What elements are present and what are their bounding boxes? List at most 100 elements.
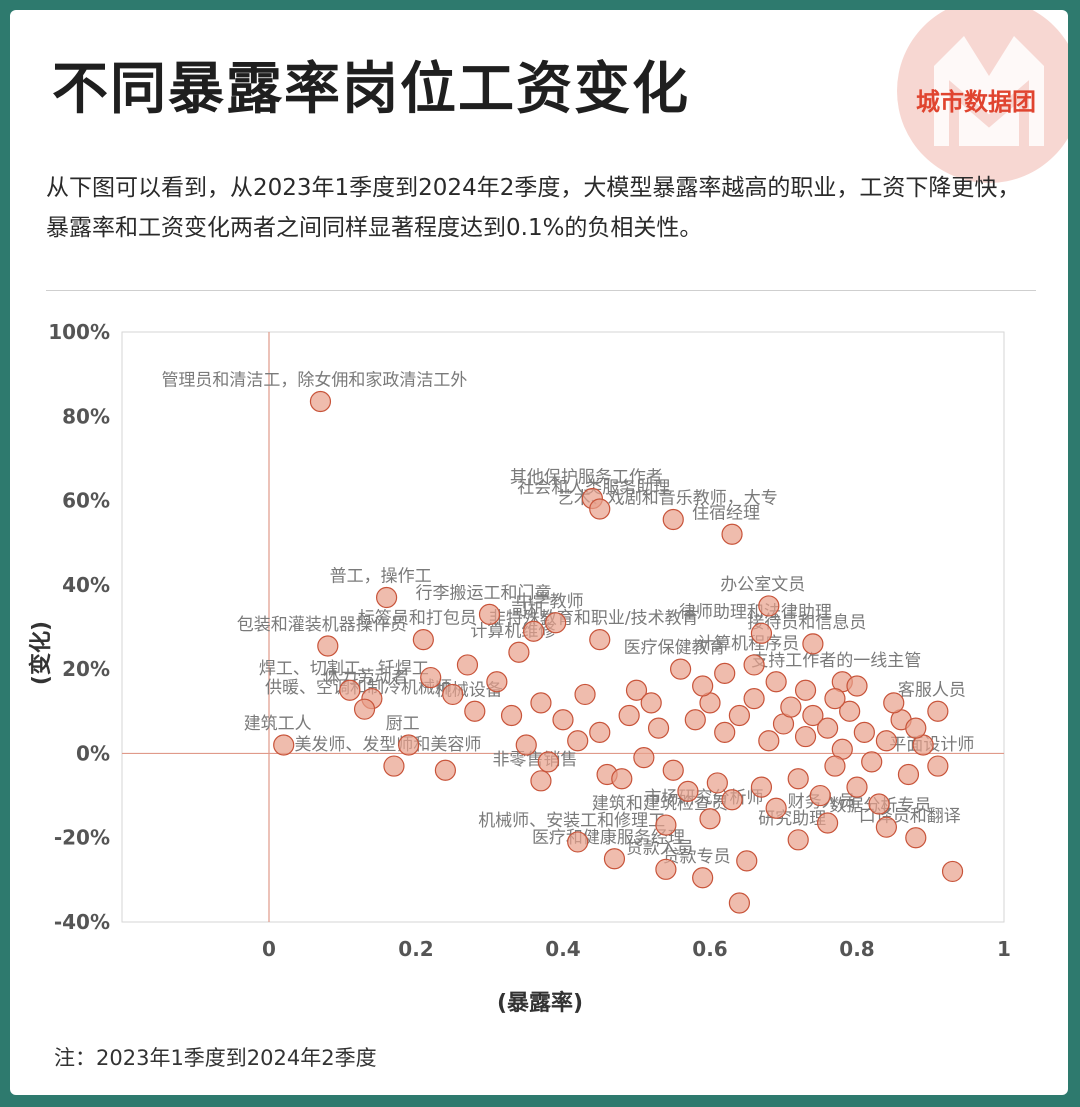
data-point — [442, 683, 464, 706]
y-tick-label: 40% — [62, 573, 110, 597]
point-label: 艺术、戏剧和音乐教师，大专 — [557, 489, 778, 509]
data-point — [376, 586, 398, 609]
data-point — [537, 751, 559, 773]
data-point — [522, 620, 545, 642]
y-tick-label: 100% — [48, 320, 110, 344]
data-point — [486, 671, 508, 693]
brand-logo-icon — [897, 10, 1068, 183]
point-label: 行李搬运工和门童 — [416, 583, 552, 603]
data-point — [809, 784, 831, 807]
data-point — [765, 797, 787, 819]
point-label: 非零售销售 — [492, 750, 577, 770]
axis-ticks: 0 0.2 0.4 0.6 0.8 1 -40% -20% 0% 20% 40% 60% 80% 100% — [48, 320, 1011, 961]
data-point — [868, 793, 890, 815]
data-point — [743, 688, 765, 710]
point-label: 厨工 — [386, 714, 420, 734]
x-tick-label: 0 — [262, 937, 276, 961]
data-point — [846, 776, 868, 798]
data-point — [861, 751, 883, 773]
data-point — [552, 709, 574, 731]
data-point — [640, 692, 662, 714]
data-point — [758, 595, 780, 617]
point-label: 住宿经理 — [692, 503, 760, 523]
data-point — [824, 755, 846, 777]
data-point — [794, 679, 817, 701]
data-point — [905, 827, 927, 849]
data-point — [765, 671, 787, 693]
data-point — [875, 730, 898, 752]
data-point — [508, 641, 530, 663]
point-label: 标签员和打包员 — [358, 609, 477, 629]
data-point — [273, 734, 295, 756]
data-point — [611, 768, 633, 790]
point-label: 办公室文员 — [720, 575, 805, 595]
data-point — [434, 759, 456, 781]
data-point — [927, 755, 949, 777]
data-point — [567, 730, 589, 752]
point-label: 市场研究分析师 — [645, 788, 764, 808]
infographic-card: 不同暴露率岗位工资变化 城市数据团 从下图可以看到，从2023年1季度到2024… — [10, 10, 1068, 1095]
data-point — [787, 768, 809, 790]
data-point — [927, 700, 949, 722]
data-point — [567, 831, 589, 853]
data-point — [721, 789, 743, 811]
data-point — [545, 612, 567, 634]
data-point — [758, 730, 780, 752]
data-point — [589, 629, 611, 651]
point-label: 机械师、安装工和修理工 — [478, 811, 665, 831]
data-point — [669, 658, 692, 680]
point-label: 医疗保健教育 — [624, 638, 726, 658]
y-tick-label: 0% — [76, 741, 110, 765]
data-point — [802, 633, 824, 655]
plot-frame — [121, 331, 1005, 923]
data-point — [500, 704, 523, 727]
data-point — [846, 675, 868, 697]
point-label: 其他保护服务工作者 — [510, 467, 663, 487]
data-point — [515, 734, 537, 756]
point-label: 客服人员 — [898, 680, 966, 700]
point-label: 美发师、发型师和美容师 — [294, 735, 481, 755]
data-point — [897, 763, 920, 786]
divider — [46, 290, 1036, 291]
point-label: 律师助理和法律助理 — [679, 602, 832, 622]
data-point — [728, 892, 751, 914]
data-point — [714, 721, 736, 743]
data-point — [905, 717, 927, 739]
data-point — [456, 654, 479, 676]
y-tick-label: -20% — [54, 826, 110, 850]
data-point — [339, 679, 361, 701]
data-point — [655, 814, 677, 836]
chart-axes — [121, 331, 1005, 923]
footnote: 注：2023年1季度到2024年2季度 — [54, 1046, 377, 1070]
data-point — [478, 603, 501, 625]
data-point — [412, 629, 434, 651]
data-point — [309, 390, 332, 413]
data-point — [699, 808, 721, 830]
data-point — [420, 666, 442, 689]
data-point — [743, 654, 765, 676]
data-point — [589, 721, 611, 743]
data-point — [750, 622, 773, 644]
data-point — [780, 696, 802, 718]
data-point — [750, 776, 773, 798]
data-point — [787, 829, 809, 851]
x-tick-label: 0.2 — [398, 937, 433, 961]
data-point — [662, 508, 684, 531]
y-tick-label: -40% — [54, 910, 110, 934]
x-axis-label: (暴露率) — [497, 990, 583, 1016]
data-point — [618, 704, 640, 727]
data-point — [589, 498, 611, 520]
data-point — [728, 704, 751, 727]
point-label: 支持工作者的一线主管 — [751, 651, 921, 671]
point-label: 焊工、切割工、钎焊工 — [259, 659, 429, 679]
point-label: 建筑工人 — [244, 714, 312, 734]
data-point — [655, 858, 677, 880]
x-tick-label: 0.8 — [839, 937, 874, 961]
y-axis-label: (变化) — [28, 621, 54, 685]
data-point — [662, 759, 684, 781]
data-point — [794, 725, 817, 748]
data-point — [677, 780, 699, 802]
y-tick-label: 20% — [62, 657, 110, 681]
data-point — [317, 635, 339, 657]
data-point — [714, 662, 736, 684]
